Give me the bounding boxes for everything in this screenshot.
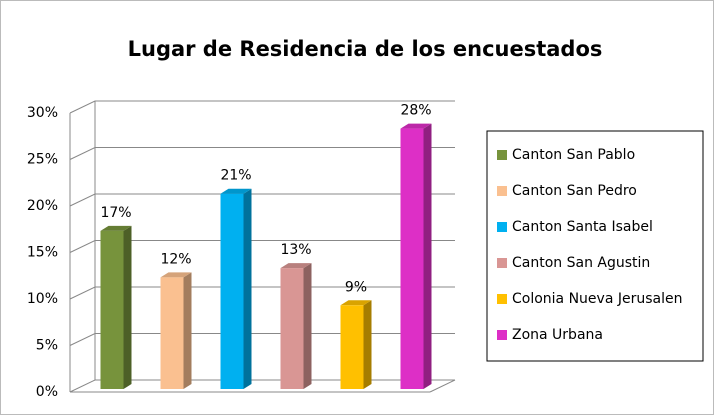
y-tick-label: 0% [36,384,58,400]
y-tick-label: 20% [27,198,58,214]
grid-line [69,240,455,253]
bar-top [100,225,132,231]
bar-top [160,272,192,278]
y-tick-label: 15% [27,245,58,261]
data-label: 9% [345,279,367,295]
chart-title: Lugar de Residencia de los encuestados [128,37,603,61]
legend-swatch [497,330,507,340]
bar-side [123,225,132,389]
bar-top [400,123,432,129]
legend-label: Canton San Agustin [512,255,650,271]
bar [400,128,424,389]
bar [220,193,244,389]
bar-side [243,188,252,389]
legend-box [486,130,704,362]
bar-side [183,272,192,389]
data-label: 21% [220,168,251,184]
data-label: 28% [400,103,431,119]
bar [160,277,184,389]
bar-side [363,300,372,389]
bar-side [423,123,432,389]
legend-label: Colonia Nueva Jerusalen [512,291,682,307]
grid-line [69,286,455,300]
legend-label: Zona Urbana [512,327,603,343]
legend-swatch [497,258,507,268]
y-tick-label: 10% [27,291,58,307]
data-label: 12% [160,251,191,267]
legend-label: Canton San Pedro [512,183,637,199]
grid-line [69,147,455,160]
data-label: 13% [280,242,311,258]
legend-label: Canton Santa Isabel [512,219,653,235]
bar-side [303,263,312,389]
legend-label: Canton San Pablo [512,147,635,163]
bar-top [280,263,312,269]
y-tick-label: 25% [27,152,58,168]
y-tick-label: 5% [36,338,58,354]
legend-swatch [497,186,507,196]
bar-top [220,188,252,194]
legend-swatch [497,294,507,304]
grid-line [69,100,455,114]
data-label: 17% [100,205,131,221]
y-tick-label: 30% [27,105,58,121]
grid-line [69,193,455,207]
bar-top [340,300,372,306]
bar [280,268,304,389]
legend-swatch [497,222,507,232]
bar [340,305,364,389]
floor-edge [429,379,456,393]
legend-swatch [497,150,507,160]
grid-line [69,333,455,346]
grid-line [69,379,455,393]
bar [100,230,124,389]
